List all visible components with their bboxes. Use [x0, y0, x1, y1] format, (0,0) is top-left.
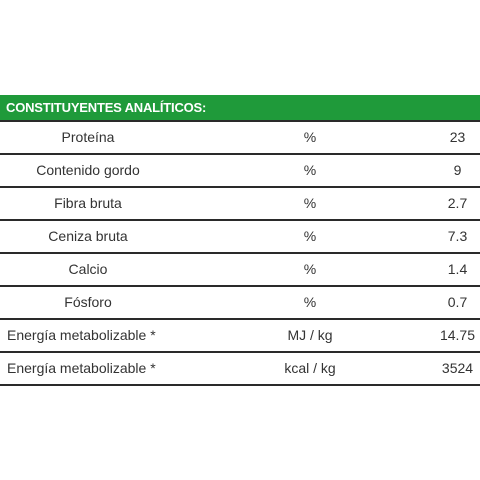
- row-unit: %: [303, 162, 317, 178]
- table-row-energy-mj: Energía metabolizable * MJ / kg 14.75: [0, 320, 480, 353]
- row-unit: %: [303, 261, 317, 277]
- row-unit: MJ / kg: [287, 327, 333, 343]
- row-value: 0.7: [447, 294, 468, 310]
- table-row-calcium: Calcio % 1.4: [0, 254, 480, 287]
- row-name: Proteína: [61, 129, 115, 145]
- row-name: Energía metabolizable *: [7, 360, 156, 376]
- row-unit: %: [303, 294, 317, 310]
- row-value: 9: [453, 162, 462, 178]
- row-value: 7.3: [447, 228, 468, 244]
- row-name: Ceniza bruta: [48, 228, 128, 244]
- table-row-fiber: Fibra bruta % 2.7: [0, 188, 480, 221]
- table-row-energy-kcal: Energía metabolizable * kcal / kg 3524: [0, 353, 480, 386]
- row-value: 14.75: [439, 327, 476, 343]
- table-row-protein: Proteína % 23: [0, 120, 480, 155]
- row-name: Energía metabolizable *: [7, 327, 156, 343]
- row-value: 2.7: [447, 195, 468, 211]
- table-row-phosphorus: Fósforo % 0.7: [0, 287, 480, 320]
- row-name: Fibra bruta: [54, 195, 122, 211]
- row-value: 1.4: [447, 261, 468, 277]
- row-name: Contenido gordo: [36, 162, 140, 178]
- analytical-constituents-table: CONSTITUYENTES ANALÍTICOS: Proteína % 23…: [0, 95, 480, 386]
- table-header: CONSTITUYENTES ANALÍTICOS:: [0, 95, 480, 120]
- row-name: Calcio: [68, 261, 108, 277]
- row-unit: kcal / kg: [284, 360, 336, 376]
- row-unit: %: [303, 195, 317, 211]
- table-row-fat: Contenido gordo % 9: [0, 155, 480, 188]
- row-value: 23: [449, 129, 466, 145]
- table-row-ash: Ceniza bruta % 7.3: [0, 221, 480, 254]
- row-value: 3524: [441, 360, 474, 376]
- row-unit: %: [303, 228, 317, 244]
- row-unit: %: [303, 129, 317, 145]
- row-name: Fósforo: [64, 294, 112, 310]
